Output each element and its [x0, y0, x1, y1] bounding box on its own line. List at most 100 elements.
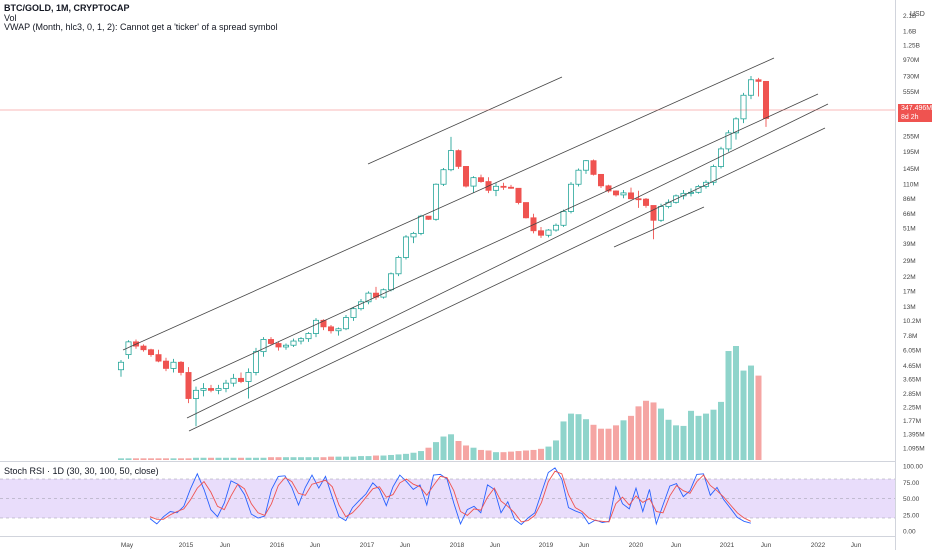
candle — [665, 199, 672, 209]
price-tick-label: 17M — [903, 289, 916, 296]
time-tick-label: Jun — [400, 542, 411, 549]
candle-body — [387, 273, 394, 291]
candle-body — [620, 192, 627, 196]
candles — [118, 75, 770, 427]
candle-body — [523, 202, 530, 219]
candle-body — [185, 372, 192, 399]
time-tick-label: 2015 — [179, 542, 194, 549]
price-tick-label: 3.65M — [903, 377, 921, 384]
time-tick-label: Jun — [490, 542, 501, 549]
channel-line — [122, 57, 775, 351]
price-tick-label: 2.85M — [903, 391, 921, 398]
price-tick-label: 730M — [903, 73, 919, 80]
chart-title: BTC/GOLD, 1M, CRYPTOCAP — [4, 3, 130, 13]
channel-line — [613, 206, 705, 248]
volume-bar — [523, 450, 529, 460]
volume-bar — [485, 450, 492, 460]
volume-bar — [493, 452, 499, 460]
candle — [470, 176, 477, 193]
volume-bar — [560, 421, 567, 460]
volume-bar — [658, 408, 664, 460]
volume-bar — [703, 413, 709, 460]
volume-bar — [650, 402, 657, 460]
time-tick-label: Jun — [851, 542, 862, 549]
time-tick-label: Jun — [671, 542, 682, 549]
volume-bar — [185, 458, 192, 460]
price-tick-label: 1.6B — [903, 29, 916, 36]
candle — [387, 272, 394, 292]
volume-bar — [403, 453, 409, 460]
candle — [432, 183, 439, 221]
candle — [350, 306, 357, 321]
volume-bar — [343, 456, 349, 460]
price-tick-label: 255M — [903, 134, 919, 141]
price-tick-label: 1.25B — [903, 43, 920, 50]
volume-bar — [148, 458, 154, 460]
candle-body — [492, 185, 499, 191]
volume-bar — [613, 425, 619, 460]
candle-body — [365, 292, 372, 303]
price-tick-label: 66M — [903, 211, 916, 218]
candle — [282, 343, 289, 350]
price-tick-label: 10.2M — [903, 318, 921, 325]
candle-body — [628, 192, 635, 200]
price-tick-label: 2.1B — [903, 13, 916, 20]
price-tick-label: 6.05M — [903, 348, 921, 355]
candle-body — [613, 190, 620, 196]
volume-bar — [275, 457, 282, 460]
volume-bar — [215, 457, 222, 460]
candle — [170, 358, 177, 373]
volume-bar — [268, 457, 274, 460]
candle-body — [560, 211, 567, 226]
volume-bar — [448, 434, 454, 460]
candle — [155, 349, 162, 363]
stoch-tick-label: 0.00 — [903, 529, 916, 536]
candle-body — [538, 230, 545, 236]
candle — [125, 340, 132, 359]
candle-body — [417, 215, 424, 234]
time-tick-label: 2022 — [811, 542, 826, 549]
candle — [568, 182, 575, 214]
price-tick-label: 145M — [903, 166, 919, 173]
volume-bar — [388, 454, 394, 460]
candle-body — [305, 333, 312, 340]
candle-body — [507, 186, 514, 189]
volume-bar — [260, 457, 267, 460]
candle-body — [635, 198, 642, 201]
candle — [335, 327, 342, 336]
candle-body — [545, 229, 552, 236]
candle — [402, 235, 409, 260]
candle-body — [733, 118, 740, 134]
volume-bar — [575, 414, 582, 460]
volume-bar — [373, 455, 379, 460]
candle — [635, 190, 642, 208]
candle — [395, 255, 402, 277]
volume-bar — [733, 346, 739, 460]
candle — [312, 318, 319, 338]
volume-bar — [725, 351, 732, 460]
price-tick-label: 1.395M — [903, 432, 925, 439]
volume-bar — [253, 457, 259, 460]
candle — [538, 227, 545, 238]
candle-body — [282, 344, 289, 348]
candle-body — [125, 341, 132, 356]
volume-bar — [320, 457, 327, 460]
candle-body — [650, 205, 657, 221]
volume-bar — [710, 409, 717, 460]
volume-bar — [155, 458, 162, 460]
candle-body — [740, 94, 747, 120]
candle — [365, 291, 372, 305]
candle — [605, 184, 612, 193]
volume-bar — [635, 406, 642, 460]
volume-bar — [500, 452, 507, 460]
candle-body — [192, 389, 199, 399]
candle-body — [725, 132, 732, 150]
candle-body — [200, 388, 207, 391]
price-tick-label: 195M — [903, 149, 919, 156]
candle — [440, 168, 447, 186]
candle-body — [312, 319, 319, 334]
volume-bar — [118, 458, 124, 460]
candle — [560, 209, 567, 227]
candle — [237, 372, 244, 384]
candle-body — [237, 377, 244, 382]
